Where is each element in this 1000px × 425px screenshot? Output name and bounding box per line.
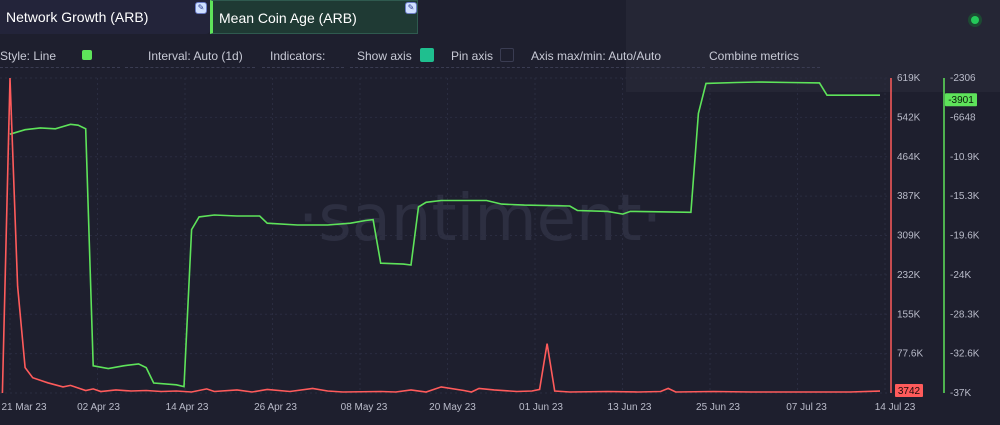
- axis-maxmin-selector[interactable]: Axis max/min: Auto/Auto: [531, 49, 662, 63]
- y-right-tick-label: -10.9K: [950, 152, 980, 163]
- settings-badge-icon[interactable]: ✎: [195, 2, 207, 14]
- x-tick-label: 08 May 23: [341, 402, 388, 413]
- combine-metrics-button[interactable]: Combine metrics: [709, 49, 800, 63]
- y-right-tick-label: -32.6K: [950, 349, 980, 360]
- x-tick-label: 14 Jul 23: [875, 402, 916, 413]
- y-right-tick-label: -28.3K: [950, 309, 980, 320]
- pin-axis-checkbox[interactable]: [500, 48, 514, 62]
- y-right-tick-label: -6648: [950, 112, 976, 123]
- tab-mean-coin-age-label: Mean Coin Age (ARB): [219, 10, 357, 26]
- x-tick-label: 26 Apr 23: [254, 402, 297, 413]
- show-axis-checkbox[interactable]: [420, 48, 434, 62]
- settings-badge-icon[interactable]: ✎: [405, 2, 417, 14]
- network-growth-line: [1, 77, 881, 394]
- x-tick-label: 14 Apr 23: [166, 402, 209, 413]
- toolbar-divider: [535, 67, 705, 68]
- x-tick-label: 20 May 23: [429, 402, 476, 413]
- pin-axis-label: Pin axis: [451, 49, 494, 63]
- x-tick-label: 07 Jul 23: [786, 402, 827, 413]
- tab-mean-coin-age[interactable]: Mean Coin Age (ARB): [210, 0, 418, 34]
- mean-coin-age-line: [9, 81, 880, 388]
- last-value-label-right: -3901: [948, 95, 974, 106]
- toolbar-divider: [350, 67, 530, 68]
- x-tick-label: 25 Jun 23: [696, 402, 740, 413]
- y-right-tick-label: -24K: [950, 270, 971, 281]
- toolbar-divider: [710, 67, 820, 68]
- y-left-tick-label: 309K: [897, 231, 921, 242]
- tab-network-growth[interactable]: Network Growth (ARB): [0, 0, 210, 34]
- y-left-tick-label: 464K: [897, 152, 921, 163]
- toolbar-divider: [0, 67, 120, 68]
- live-status-icon: [971, 16, 979, 24]
- watermark: ·santiment·: [298, 182, 662, 256]
- style-selector[interactable]: Style: Line: [0, 49, 57, 63]
- line-color-swatch[interactable]: [82, 50, 92, 60]
- y-left-tick-label: 387K: [897, 191, 921, 202]
- show-axis-label: Show axis: [357, 49, 412, 63]
- y-right-tick-label: -15.3K: [950, 191, 980, 202]
- x-tick-label: 13 Jun 23: [608, 402, 652, 413]
- y-right-tick-label: -19.6K: [950, 231, 980, 242]
- toolbar-divider: [125, 67, 255, 68]
- interval-selector[interactable]: Interval: Auto (1d): [148, 49, 243, 63]
- x-tick-label: 01 Jun 23: [519, 402, 563, 413]
- last-value-label-left: 3742: [898, 386, 921, 397]
- indicators-button[interactable]: Indicators:: [270, 49, 326, 63]
- y-left-tick-label: 542K: [897, 112, 921, 123]
- y-right-tick-label: -2306: [950, 73, 976, 84]
- x-tick-label: 21 Mar 23: [1, 402, 46, 413]
- y-right-tick-label: -37K: [950, 388, 971, 399]
- tab-network-growth-label: Network Growth (ARB): [6, 9, 149, 25]
- grid: [0, 77, 890, 394]
- y-left-tick-label: 619K: [897, 73, 921, 84]
- x-tick-label: 02 Apr 23: [77, 402, 120, 413]
- y-left-tick-label: 155K: [897, 309, 921, 320]
- y-left-tick-label: 232K: [897, 270, 921, 281]
- last-value-badge-right: [945, 93, 977, 107]
- y-left-tick-label: 77.6K: [897, 349, 923, 360]
- last-value-badge-left: [895, 384, 923, 397]
- toolbar-divider: [262, 67, 344, 68]
